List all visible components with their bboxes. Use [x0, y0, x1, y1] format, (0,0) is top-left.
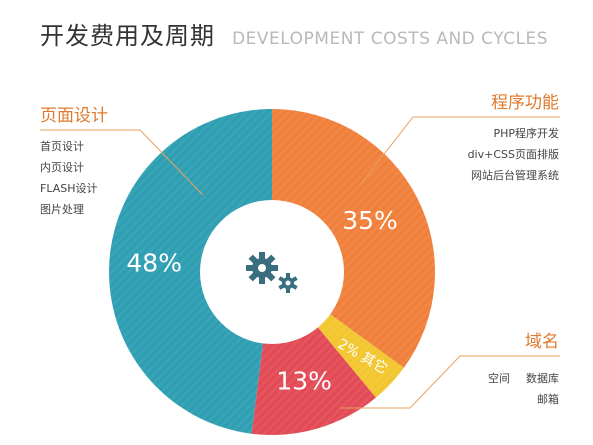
slice-label: 48%: [126, 249, 182, 278]
group-item: 内页设计: [40, 161, 84, 174]
slice-texture: [272, 109, 436, 368]
title-row: 开发费用及周期 DEVELOPMENT COSTS AND CYCLES: [40, 16, 548, 51]
leader-line-page-design: [40, 129, 204, 196]
group-title: 程序功能: [491, 93, 559, 113]
gears-icon: [246, 252, 298, 293]
legend-group-program: 程序功能 PHP程序开发 div+CSS页面排版 网站后台管理系统: [468, 88, 559, 186]
group-item: PHP程序开发: [493, 127, 559, 140]
group-item: FLASH设计: [40, 182, 98, 195]
donut-hole: [200, 200, 344, 344]
group-item: 网站后台管理系统: [471, 169, 559, 182]
leader-line-program: [359, 116, 560, 186]
group-item: 数据库: [526, 372, 559, 385]
group-item: div+CSS页面排版: [467, 148, 559, 161]
chart-subtitle: DEVELOPMENT COSTS AND CYCLES: [232, 29, 549, 49]
legend-group-page-design: 页面设计 首页设计 内页设计 FLASH设计 图片处理: [40, 101, 108, 220]
slice-label: 13%: [276, 366, 332, 395]
chart-title: 开发费用及周期: [40, 22, 215, 50]
group-item: 图片处理: [40, 203, 84, 216]
slice-label: 35%: [342, 206, 398, 235]
group-item-row: 空间 数据库: [488, 368, 559, 389]
group-title: 域名: [525, 332, 559, 352]
slice-texture: [109, 109, 273, 434]
group-title: 页面设计: [40, 106, 108, 126]
leader-line-domain: [340, 355, 560, 409]
group-item: 首页设计: [40, 140, 84, 153]
legend-group-domain: 域名 空间 数据库 邮箱: [488, 327, 559, 410]
group-item: 空间: [488, 372, 510, 385]
group-item: 邮箱: [537, 393, 559, 406]
